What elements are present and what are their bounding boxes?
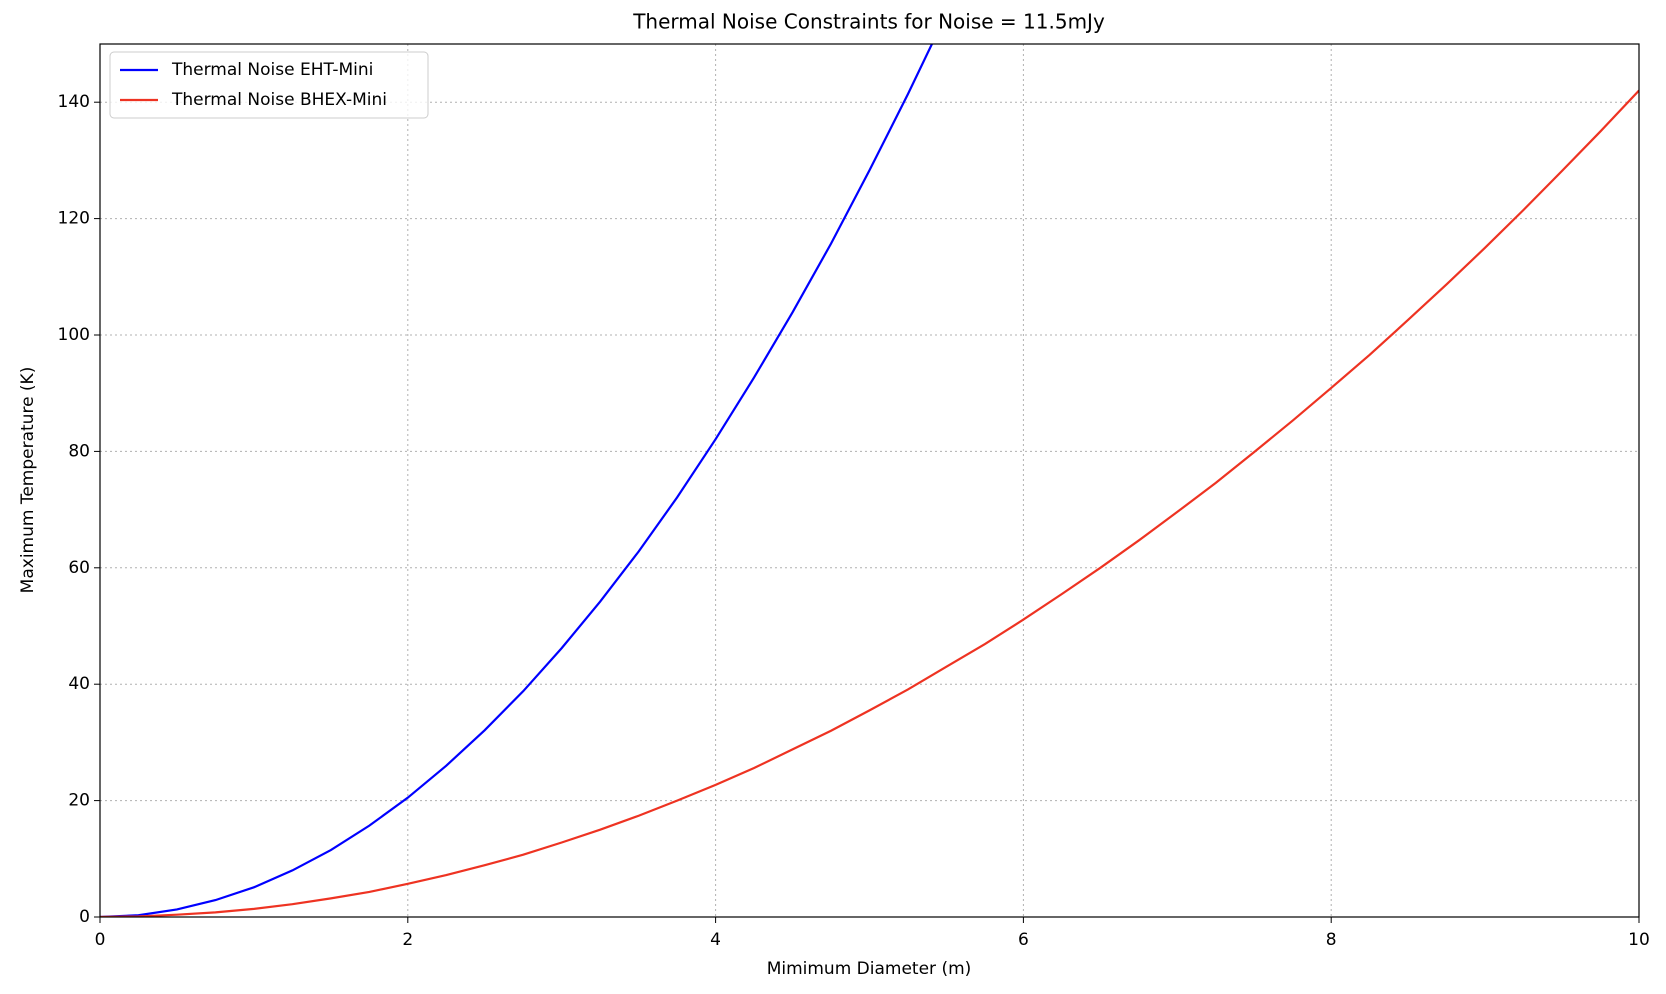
y-axis-label: Maximum Temperature (K) [18,367,38,594]
y-tick-label: 120 [58,209,90,229]
plot-frame [99,43,1640,918]
y-tick-label: 40 [68,674,90,694]
y-tick-label: 140 [58,92,90,112]
plot-area [100,44,1639,917]
x-tick-label: 6 [1018,930,1029,950]
x-tick-label: 2 [402,930,413,950]
y-tick-label: 100 [58,325,90,345]
chart-title: Thermal Noise Constraints for Noise = 11… [632,10,1105,34]
y-tick-label: 80 [68,441,90,461]
legend-label: Thermal Noise BHEX-Mini [171,90,387,110]
line-series [100,89,1639,917]
line-series [100,44,934,917]
x-tick-label: 10 [1628,930,1650,950]
x-axis-label: Mimimum Diameter (m) [767,959,972,979]
y-tick-label: 0 [79,907,90,927]
x-tick-label: 4 [710,930,721,950]
legend-box [109,51,429,119]
legend-label: Thermal Noise EHT-Mini [171,60,373,80]
x-tick-label: 0 [95,930,106,950]
y-tick-label: 60 [68,558,90,578]
y-tick-label: 20 [68,791,90,811]
x-tick-label: 8 [1326,930,1337,950]
